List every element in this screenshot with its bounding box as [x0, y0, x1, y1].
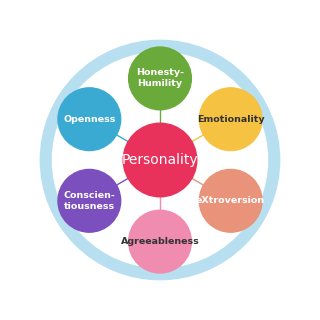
Text: Agreeableness: Agreeableness [121, 237, 199, 246]
Circle shape [199, 88, 262, 151]
Text: Conscien-
tiousness: Conscien- tiousness [63, 191, 115, 211]
Text: eXtroversion: eXtroversion [196, 196, 265, 205]
Circle shape [123, 123, 197, 197]
Text: Emotionality: Emotionality [197, 115, 265, 124]
Text: Personality: Personality [122, 153, 198, 167]
Circle shape [199, 170, 262, 232]
Circle shape [40, 40, 280, 280]
Circle shape [129, 210, 191, 273]
Circle shape [52, 52, 268, 268]
Circle shape [129, 47, 191, 110]
Circle shape [58, 88, 121, 151]
Circle shape [58, 170, 121, 232]
Text: Honesty-
Humility: Honesty- Humility [136, 68, 184, 88]
Text: Openness: Openness [63, 115, 116, 124]
